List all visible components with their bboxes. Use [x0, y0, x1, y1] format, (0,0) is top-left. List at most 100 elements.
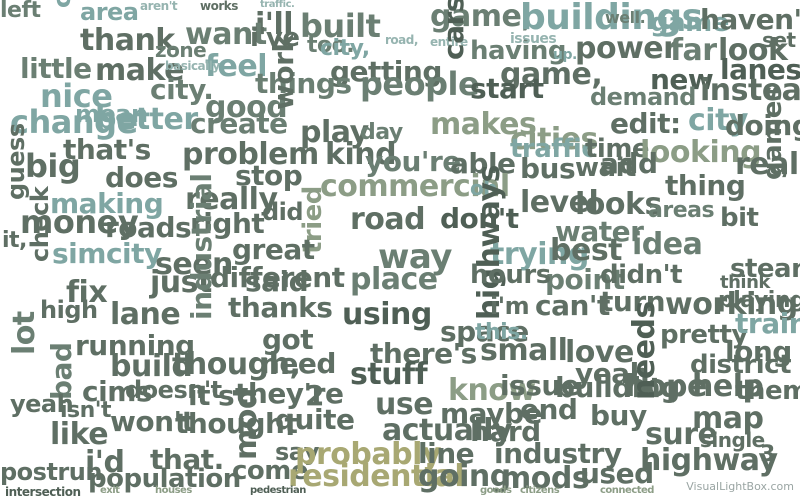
cloud-word: though,	[172, 347, 301, 382]
cloud-word: doesn't	[125, 376, 222, 404]
cloud-word: postrun	[0, 458, 102, 486]
cloud-word: small	[480, 333, 568, 368]
cloud-word: road	[350, 202, 426, 237]
cloud-word: entire	[430, 35, 468, 49]
cloud-word: like	[50, 417, 109, 452]
cloud-word: need	[260, 347, 336, 380]
cloud-word: trying	[490, 237, 589, 272]
cloud-word: issue	[500, 369, 580, 402]
cloud-word: left	[0, 0, 41, 23]
cloud-word: thanks	[228, 291, 333, 324]
cloud-word: there's	[370, 337, 477, 370]
cloud-word: create	[190, 107, 288, 140]
cloud-word: industrial	[185, 173, 218, 320]
cloud-word: making	[50, 187, 164, 220]
cloud-word: stop	[235, 159, 303, 192]
cloud-word: exit	[100, 485, 120, 496]
cloud-word: fix	[66, 275, 108, 310]
cloud-word: areas	[648, 198, 715, 223]
cloud-word: mods	[500, 461, 590, 496]
cloud-word: intersection	[5, 485, 81, 497]
cloud-word: city,	[320, 36, 370, 61]
cloud-word: kind	[325, 137, 397, 172]
cloud-word: time	[585, 134, 650, 164]
cloud-word: haven't	[700, 3, 800, 36]
cloud-word: looking	[640, 135, 762, 170]
cloud-word: 2	[305, 379, 324, 412]
cloud-word: look	[718, 33, 788, 68]
cloud-word: did	[262, 198, 304, 226]
cloud-word: roads	[105, 211, 192, 244]
cloud-word: better	[95, 102, 198, 137]
cloud-word: simcity	[52, 237, 162, 270]
cloud-word: use	[375, 387, 434, 422]
cloud-word: big	[25, 147, 81, 185]
cloud-word: won't	[110, 405, 195, 438]
cloud-word: click	[48, 0, 76, 8]
cloud-word: stuff	[350, 357, 428, 392]
cloud-word: single	[700, 428, 765, 452]
cloud-word: things	[255, 67, 352, 100]
cloud-word: real	[735, 147, 799, 182]
cloud-word: far	[670, 33, 717, 68]
cloud-word: you're	[365, 145, 461, 178]
cloud-word: mean	[75, 100, 148, 128]
cloud-word: good	[205, 90, 288, 125]
cloud-word: problem	[182, 137, 319, 172]
cloud-word: building	[555, 371, 680, 404]
cloud-word: highway	[640, 443, 778, 478]
cloud-word: industry	[494, 437, 622, 470]
cloud-word: train	[735, 307, 800, 340]
cloud-word: wait	[575, 153, 636, 183]
cloud-word: new	[650, 63, 714, 96]
cloud-word: buildings	[520, 0, 703, 38]
cloud-word: thought	[175, 407, 298, 440]
cloud-word: yeah,	[575, 357, 660, 390]
cloud-word: playing	[718, 288, 800, 313]
cloud-word: residential	[288, 459, 465, 494]
cloud-word: say	[275, 438, 319, 466]
cloud-word: map	[692, 401, 764, 436]
cloud-word: help	[692, 369, 764, 404]
cloud-word: best	[550, 233, 623, 268]
cloud-word: lane	[110, 297, 181, 332]
cloud-word: mod	[229, 388, 264, 460]
cloud-word: probably	[295, 437, 441, 472]
cloud-word: lanes	[720, 53, 800, 86]
cloud-word: pedestrian	[250, 485, 306, 496]
cloud-word: edit:	[610, 107, 681, 140]
cloud-word: make	[95, 53, 185, 88]
cloud-word: maybe	[440, 397, 543, 430]
cloud-word: level	[520, 185, 599, 220]
cloud-word: think	[720, 272, 770, 293]
cloud-word: citizens	[520, 485, 560, 496]
cloud-word: quite	[275, 403, 355, 436]
cloud-word: bit	[720, 203, 759, 233]
cloud-word: money	[20, 203, 139, 241]
cloud-word: start	[470, 72, 544, 105]
cloud-word: nice	[40, 77, 113, 115]
cloud-word: little	[20, 52, 92, 85]
cloud-word: this.	[475, 320, 528, 345]
cloud-word: bus	[520, 152, 576, 185]
cloud-word: cars	[437, 0, 470, 60]
cloud-word: seen	[155, 247, 233, 282]
cloud-word: thank	[80, 23, 175, 58]
cloud-word: city	[688, 103, 748, 138]
cloud-word: i'd	[85, 445, 125, 480]
watermark: VisualLightBox.com	[686, 480, 794, 493]
cloud-word: can't	[535, 289, 610, 322]
cloud-word: game	[650, 8, 729, 38]
cloud-word: built	[300, 7, 381, 45]
cloud-word: isn't	[60, 398, 112, 423]
cloud-word: set	[762, 28, 796, 52]
cloud-word: change	[10, 103, 138, 141]
cloud-word: water	[555, 215, 644, 248]
cloud-word: too.	[307, 33, 355, 58]
cloud-word: i'm	[490, 292, 530, 320]
cloud-word: population	[88, 464, 241, 494]
cloud-word: area	[80, 0, 139, 26]
cloud-word: feel	[205, 49, 268, 84]
cloud-word: different	[210, 261, 345, 294]
